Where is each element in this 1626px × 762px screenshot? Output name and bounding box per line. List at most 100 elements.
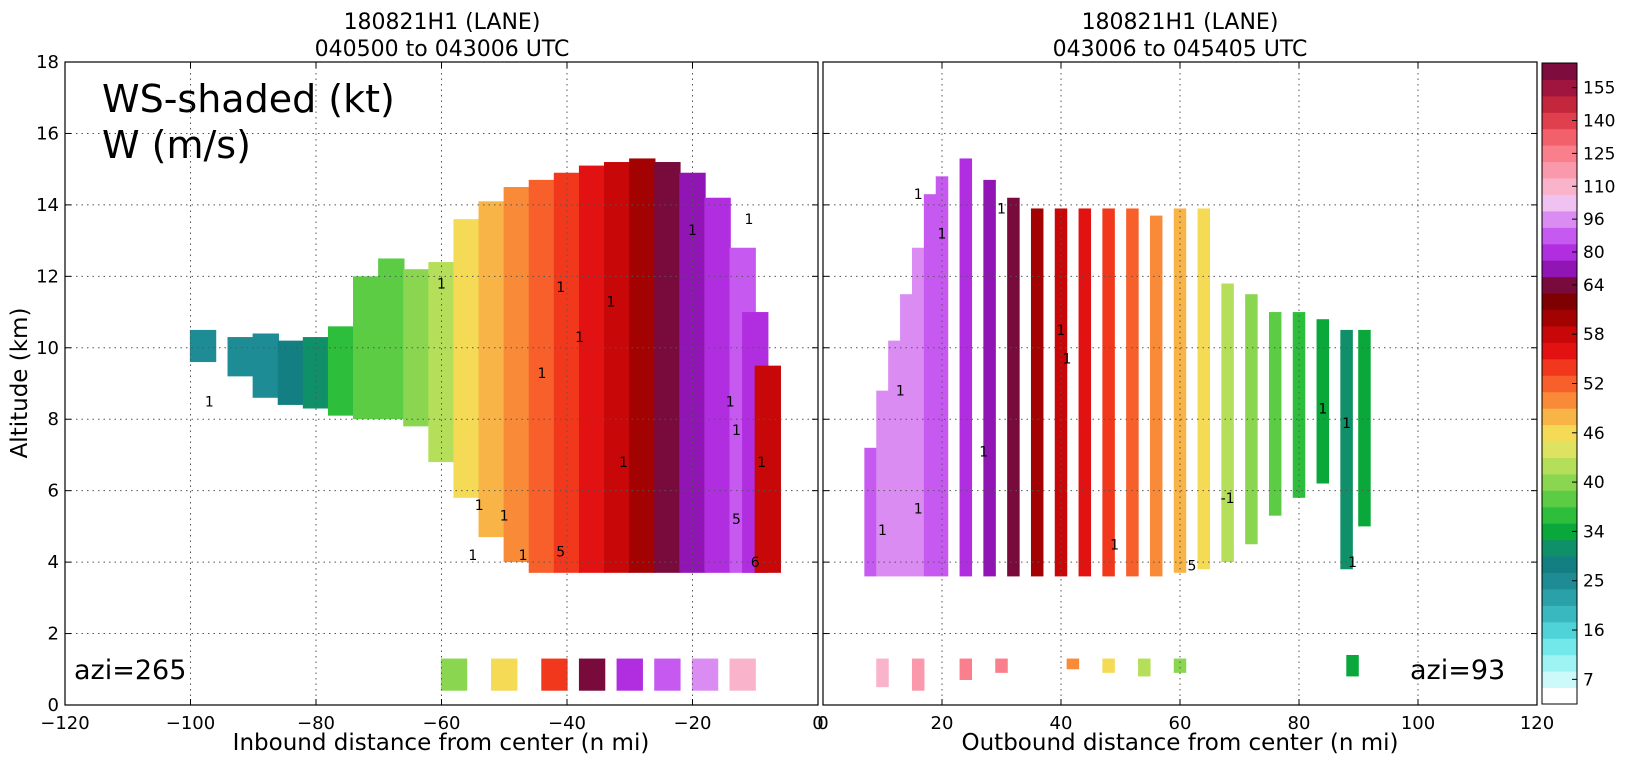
contour-label: 1 xyxy=(757,455,766,471)
left-x-ticks: −120 −100 −80 −60 −40 −20 0 xyxy=(40,62,824,734)
contour-label: 1 xyxy=(997,201,1006,217)
colorbar-swatch xyxy=(1542,424,1577,442)
contour-label: -1 xyxy=(1221,491,1235,507)
windspeed-column xyxy=(983,179,996,577)
low-level-column xyxy=(541,658,568,691)
contour-label: 1 xyxy=(896,384,905,400)
windspeed-column xyxy=(227,337,254,377)
contour-label: 1 xyxy=(688,223,697,239)
contour-label: 5 xyxy=(732,512,741,528)
low-level-column xyxy=(911,658,925,691)
low-level-column xyxy=(491,658,518,691)
windspeed-column xyxy=(923,194,937,577)
contour-label: 1 xyxy=(575,330,584,346)
contour-label: 1 xyxy=(1318,402,1327,418)
contour-label: 1 xyxy=(1062,351,1071,367)
colorbar-swatch xyxy=(1542,654,1577,672)
colorbar-swatch xyxy=(1542,145,1577,163)
colorbar-swatch xyxy=(1542,79,1577,97)
contour-label: 1 xyxy=(437,276,446,292)
colorbar-swatch xyxy=(1542,161,1577,179)
colorbar-tick-label: 25 xyxy=(1583,572,1605,592)
windspeed-column xyxy=(1340,329,1353,570)
colorbar-swatch xyxy=(1542,671,1577,689)
contour-label: 1 xyxy=(726,394,735,410)
left-title-line2: 040500 to 043006 UTC xyxy=(315,37,570,62)
windspeed-column xyxy=(876,390,889,577)
colorbar-swatch xyxy=(1542,358,1577,376)
colorbar-swatch xyxy=(1542,457,1577,475)
y-tick-label: 18 xyxy=(36,52,59,73)
x-tick-label: 80 xyxy=(1288,713,1311,734)
windspeed-column xyxy=(888,340,901,577)
contour-label: 1 xyxy=(979,444,988,460)
colorbar-swatches xyxy=(1542,63,1577,705)
colorbar-tick-label: 96 xyxy=(1583,210,1605,230)
x-tick-label: −100 xyxy=(166,713,215,734)
y-tick-label: 8 xyxy=(48,409,59,430)
colorbar-swatch xyxy=(1542,178,1577,195)
low-level-column xyxy=(959,658,973,680)
colorbar-swatch xyxy=(1542,210,1577,228)
low-level-column xyxy=(691,658,719,691)
windspeed-column xyxy=(378,258,405,420)
windspeed-column xyxy=(1078,208,1092,577)
x-tick-label: −120 xyxy=(40,713,89,734)
windspeed-column xyxy=(453,219,480,498)
colorbar-swatch xyxy=(1542,243,1577,261)
colorbar-tick-label: 40 xyxy=(1583,473,1605,493)
right-title-line2: 043006 to 045405 UTC xyxy=(1053,37,1308,62)
colorbar-tick-label: 7 xyxy=(1583,670,1594,690)
windspeed-column xyxy=(1245,294,1258,545)
windspeed-column xyxy=(911,247,925,577)
contour-label: 1 xyxy=(878,523,887,539)
colorbar-swatch xyxy=(1542,260,1577,278)
colorbar-swatch xyxy=(1542,293,1577,311)
low-level-column xyxy=(578,658,606,691)
y-tick-label: 4 xyxy=(48,552,59,573)
colorbar-swatch xyxy=(1542,95,1577,113)
contour-label: 1 xyxy=(1110,537,1119,553)
right-title-line1: 180821H1 (LANE) xyxy=(1082,10,1279,35)
windspeed-column xyxy=(578,165,606,573)
colorbar-swatch xyxy=(1542,588,1577,606)
x-tick-label: 40 xyxy=(1050,713,1073,734)
contour-label: 1 xyxy=(914,187,923,203)
windspeed-column xyxy=(1126,208,1139,577)
windspeed-column xyxy=(189,329,217,363)
colorbar-swatch xyxy=(1542,227,1577,245)
colorbar-swatch xyxy=(1542,638,1577,656)
windspeed-column xyxy=(1102,208,1115,577)
x-tick-label: 60 xyxy=(1169,713,1192,734)
colorbar-tick-label: 80 xyxy=(1583,243,1605,263)
windspeed-column xyxy=(704,197,731,573)
low-level-column xyxy=(654,658,681,691)
right-x-ticks: 0 20 40 60 80 100 120 xyxy=(817,62,1554,734)
low-level-column xyxy=(616,658,643,691)
windspeed-column xyxy=(1268,312,1282,516)
windspeed-column xyxy=(1316,319,1330,484)
contour-label: 1 xyxy=(475,498,484,514)
x-tick-label: 120 xyxy=(1520,713,1554,734)
colorbar-tick-label: 140 xyxy=(1583,112,1615,132)
x-tick-label: −60 xyxy=(423,713,461,734)
right-x-axis-label: Outbound distance from center (n mi) xyxy=(962,730,1399,756)
colorbar-swatch xyxy=(1542,572,1577,590)
windspeed-column xyxy=(1149,215,1163,577)
y-tick-label: 14 xyxy=(36,195,59,216)
colorbar-tick-label: 155 xyxy=(1583,79,1615,99)
colorbar-swatch xyxy=(1542,506,1577,524)
contour-label: 1 xyxy=(468,548,477,564)
contour-label: 1 xyxy=(537,366,546,382)
right-y-ticks xyxy=(823,61,1537,706)
colorbar-swatch xyxy=(1542,605,1577,623)
colorbar-swatch xyxy=(1542,309,1577,327)
low-level-column xyxy=(729,658,756,691)
colorbar-swatch xyxy=(1542,276,1577,294)
y-tick-label: 12 xyxy=(36,266,59,287)
